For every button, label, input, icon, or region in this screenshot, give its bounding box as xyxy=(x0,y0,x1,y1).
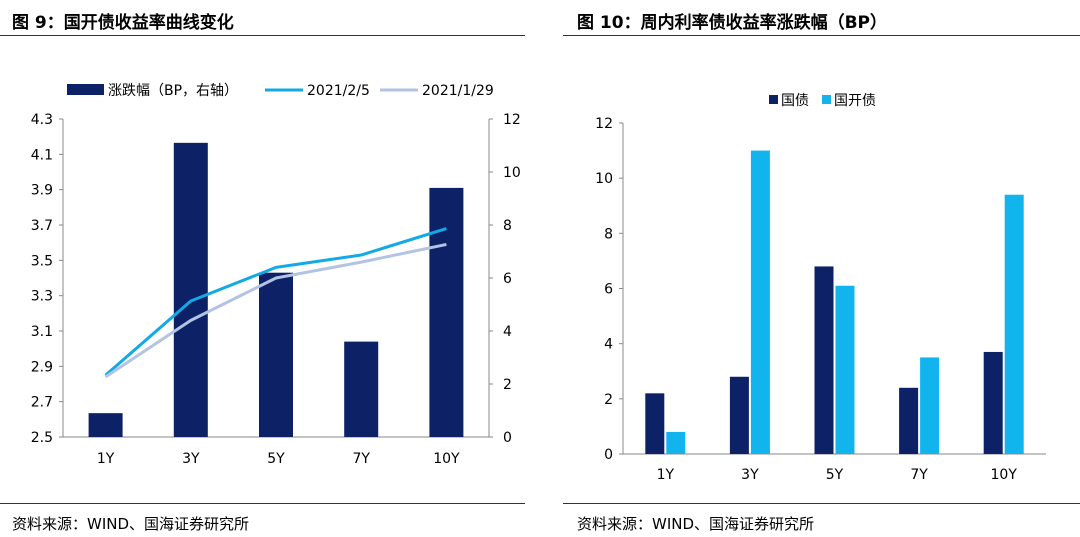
x-tick-label: 1Y xyxy=(657,467,675,483)
yield-curve-combo-chart: 4.3 4.1 3.9 3.7 3.5 3.3 3.1 2.9 2.7 2.5 12 10 8 6 4 2 0 1… xyxy=(31,83,521,467)
bar-change-3y xyxy=(173,142,208,437)
bar-treasury-5y xyxy=(814,266,834,454)
left-title-rule xyxy=(0,35,525,36)
left-y-tick-label: 2.7 xyxy=(31,395,53,411)
x-tick-label: 7Y xyxy=(910,467,928,483)
legend-label-line-1: 2021/2/5 xyxy=(307,83,370,99)
legend-swatch-cdb xyxy=(822,95,831,104)
legend-label-cdb: 国开债 xyxy=(834,93,876,109)
y-tick-label: 4 xyxy=(604,337,613,353)
bar-treasury-10y xyxy=(983,351,1003,454)
x-tick-label: 10Y xyxy=(991,467,1018,483)
legend-label-bar: 涨跌幅（BP，右轴） xyxy=(108,83,238,99)
right-y-tick-label: 10 xyxy=(503,165,521,181)
y-tick-label: 10 xyxy=(595,171,613,187)
left-source-note: 资料来源：WIND、国海证券研究所 xyxy=(12,515,250,533)
right-source-note: 资料来源：WIND、国海证券研究所 xyxy=(577,515,815,533)
bar-treasury-3y xyxy=(729,376,749,454)
x-tick-label: 10Y xyxy=(433,451,460,467)
bar-cdb-1y xyxy=(666,431,686,454)
legend-label-line-2: 2021/1/29 xyxy=(422,83,494,99)
y-tick-label: 8 xyxy=(604,226,613,242)
right-title-rule xyxy=(563,35,1080,36)
right-y-tick-label: 0 xyxy=(503,430,512,446)
left-y-tick-label: 4.3 xyxy=(31,112,53,128)
bar-treasury-1y xyxy=(645,393,665,454)
bar-cdb-10y xyxy=(1004,194,1024,454)
right-source-rule xyxy=(563,503,1080,504)
right-chart-title: 图 10：周内利率债收益率涨跌幅（BP） xyxy=(577,13,887,33)
bar-change-7y xyxy=(344,341,379,437)
y-tick-label: 6 xyxy=(604,282,613,298)
x-tick-label: 7Y xyxy=(352,451,370,467)
legend-label-treasury: 国债 xyxy=(781,93,809,109)
bar-change-1y xyxy=(88,413,123,437)
line-series-2 xyxy=(104,242,447,379)
x-tick-label: 1Y xyxy=(97,451,115,467)
bar-cdb-5y xyxy=(835,285,855,454)
line-series-1 xyxy=(104,227,447,377)
left-y-tick-label: 3.3 xyxy=(31,289,53,305)
right-y-tick-label: 12 xyxy=(503,112,521,128)
left-y-tick-label: 3.1 xyxy=(31,324,53,340)
bar-cdb-7y xyxy=(920,357,940,454)
legend-swatch-treasury xyxy=(769,95,778,104)
left-y-tick-label: 4.1 xyxy=(31,147,53,163)
y-tick-label: 2 xyxy=(604,392,613,408)
right-y-tick-label: 4 xyxy=(503,324,512,340)
weekly-change-bar-chart: 12 10 8 6 4 2 0 1Y 3Y 5Y 7Y 10Y 国债 国开债 xyxy=(595,93,1046,483)
y-tick-label: 12 xyxy=(595,116,613,132)
bar-cdb-3y xyxy=(750,150,770,455)
left-y-tick-label: 3.5 xyxy=(31,253,53,269)
bar-change-5y xyxy=(259,272,293,437)
x-tick-label: 3Y xyxy=(182,451,200,467)
legend-swatch-bar xyxy=(67,84,104,95)
y-tick-label: 0 xyxy=(604,447,613,463)
right-y-tick-label: 6 xyxy=(503,271,512,287)
bar-treasury-7y xyxy=(899,387,919,454)
left-y-tick-label: 3.9 xyxy=(31,183,53,199)
x-tick-label: 5Y xyxy=(267,451,285,467)
right-y-tick-label: 8 xyxy=(503,218,512,234)
left-y-tick-label: 3.7 xyxy=(31,218,53,234)
x-tick-label: 3Y xyxy=(741,467,759,483)
left-y-tick-label: 2.5 xyxy=(31,430,53,446)
x-tick-label: 5Y xyxy=(826,467,844,483)
right-y-tick-label: 2 xyxy=(503,377,512,393)
left-y-tick-label: 2.9 xyxy=(31,359,53,375)
left-chart-title: 图 9：国开债收益率曲线变化 xyxy=(12,13,234,33)
left-source-rule xyxy=(0,503,525,504)
